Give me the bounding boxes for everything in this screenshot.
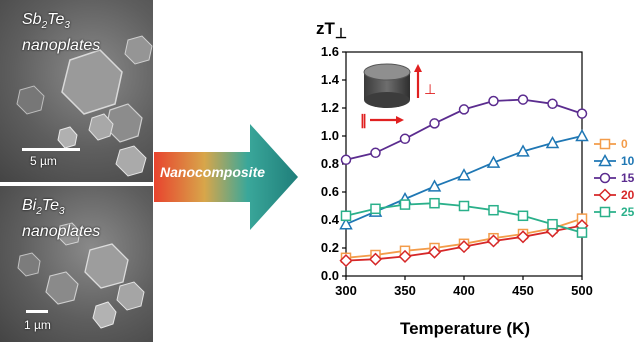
x-tick-label: 500 bbox=[571, 283, 593, 298]
y-tick-label: 1.2 bbox=[321, 100, 339, 115]
data-point bbox=[339, 217, 353, 230]
legend-item: 20 bbox=[594, 188, 635, 202]
legend-label: 20 bbox=[621, 188, 635, 202]
data-point bbox=[599, 206, 611, 218]
data-point bbox=[575, 128, 589, 142]
data-point bbox=[517, 94, 529, 105]
y-tick-label: 0.8 bbox=[321, 156, 339, 171]
data-point bbox=[370, 203, 381, 215]
data-point bbox=[517, 210, 529, 222]
data-point bbox=[339, 254, 353, 268]
data-point bbox=[370, 147, 381, 159]
legend-label: 10 bbox=[621, 154, 635, 168]
x-tick-label: 300 bbox=[335, 283, 357, 298]
parallel-symbol: ∥ bbox=[360, 112, 367, 129]
axes-group: 0.0 0.2 0.4 0.6 0.8 1.0 1.2 1.4 1.6 300 350 400 450 5… bbox=[321, 44, 593, 298]
data-point bbox=[398, 249, 412, 263]
pellet-top bbox=[363, 63, 411, 81]
data-point bbox=[429, 118, 440, 129]
perp-symbol: ⊥ bbox=[424, 81, 436, 97]
y-tick-label: 1.4 bbox=[321, 72, 340, 87]
series-20 bbox=[339, 219, 589, 268]
sem-texture-top bbox=[16, 35, 153, 177]
y-axis-title: zT⊥ bbox=[316, 19, 347, 41]
data-point bbox=[598, 188, 612, 202]
scale-label-top: 5 µm bbox=[30, 154, 57, 168]
data-point bbox=[599, 138, 611, 150]
sem-texture-bottom bbox=[17, 222, 145, 329]
scale-bar-top bbox=[22, 148, 80, 151]
series-15 bbox=[340, 94, 588, 166]
y-tick-label: 0.4 bbox=[321, 212, 340, 227]
data-point bbox=[427, 179, 442, 192]
perp-arrowhead bbox=[414, 64, 422, 72]
data-point bbox=[399, 133, 411, 145]
series-group bbox=[339, 94, 589, 268]
data-point bbox=[598, 153, 612, 167]
data-point bbox=[547, 98, 558, 110]
data-point bbox=[545, 135, 560, 149]
legend-item: 0 bbox=[594, 137, 628, 151]
legend-item: 10 bbox=[594, 153, 635, 168]
legend-label: 15 bbox=[621, 171, 635, 185]
sem-label-top: Sb2Te3 nanoplates bbox=[22, 11, 101, 55]
legend-item: 25 bbox=[594, 205, 635, 219]
data-point bbox=[368, 252, 383, 266]
data-point bbox=[547, 218, 558, 230]
data-point bbox=[427, 245, 442, 259]
data-point bbox=[486, 155, 501, 168]
data-point bbox=[516, 144, 530, 157]
legend-label: 25 bbox=[621, 205, 635, 219]
scale-label-bottom: 1 µm bbox=[24, 318, 51, 332]
data-point bbox=[599, 172, 611, 184]
y-tick-label: 0.6 bbox=[321, 184, 339, 199]
nanocomposite-arrow bbox=[154, 124, 298, 230]
x-tick-label: 350 bbox=[394, 283, 416, 298]
data-point bbox=[340, 154, 352, 166]
pellet-bottom bbox=[364, 92, 410, 108]
data-point bbox=[576, 227, 588, 238]
sem-image-bi2te3: Bi2Te3 nanoplates 1 µm bbox=[0, 186, 153, 342]
data-point bbox=[457, 168, 471, 181]
data-point bbox=[576, 108, 588, 119]
y-tick-label: 0.2 bbox=[321, 240, 339, 255]
sem-image-sb2te3: Sb2Te3 nanoplates 5 µm bbox=[0, 0, 153, 182]
zt-chart: 0.0 0.2 0.4 0.6 0.8 1.0 1.2 1.4 1.6 300 350 400 450 5… bbox=[316, 19, 635, 338]
y-tick-label: 1.6 bbox=[321, 44, 339, 59]
scale-bar-bottom bbox=[26, 310, 48, 313]
data-point bbox=[458, 104, 470, 115]
data-point bbox=[457, 240, 471, 254]
x-axis-title: Temperature (K) bbox=[400, 319, 530, 338]
x-tick-label: 400 bbox=[453, 283, 475, 298]
data-point bbox=[488, 95, 499, 107]
y-tick-label: 1.0 bbox=[321, 128, 339, 143]
arrow-label: Nanocomposite bbox=[160, 164, 266, 180]
sem-label-bottom: Bi2Te3 nanoplates bbox=[22, 197, 101, 241]
data-point bbox=[486, 234, 501, 248]
data-point bbox=[488, 204, 499, 216]
data-point bbox=[399, 199, 411, 210]
y-tick-label: 0.0 bbox=[321, 268, 339, 283]
data-point bbox=[340, 210, 352, 222]
legend-group: 0 10 15 20 25 bbox=[594, 137, 635, 219]
x-tick-label: 450 bbox=[512, 283, 534, 298]
legend-item: 15 bbox=[594, 171, 635, 185]
legend-label: 0 bbox=[621, 137, 628, 151]
parallel-arrowhead bbox=[396, 116, 404, 124]
data-point bbox=[429, 197, 440, 209]
data-point bbox=[458, 200, 470, 212]
data-point bbox=[516, 230, 530, 244]
series-25 bbox=[340, 197, 588, 238]
pellet-inset: ⊥ ∥ bbox=[360, 63, 436, 129]
